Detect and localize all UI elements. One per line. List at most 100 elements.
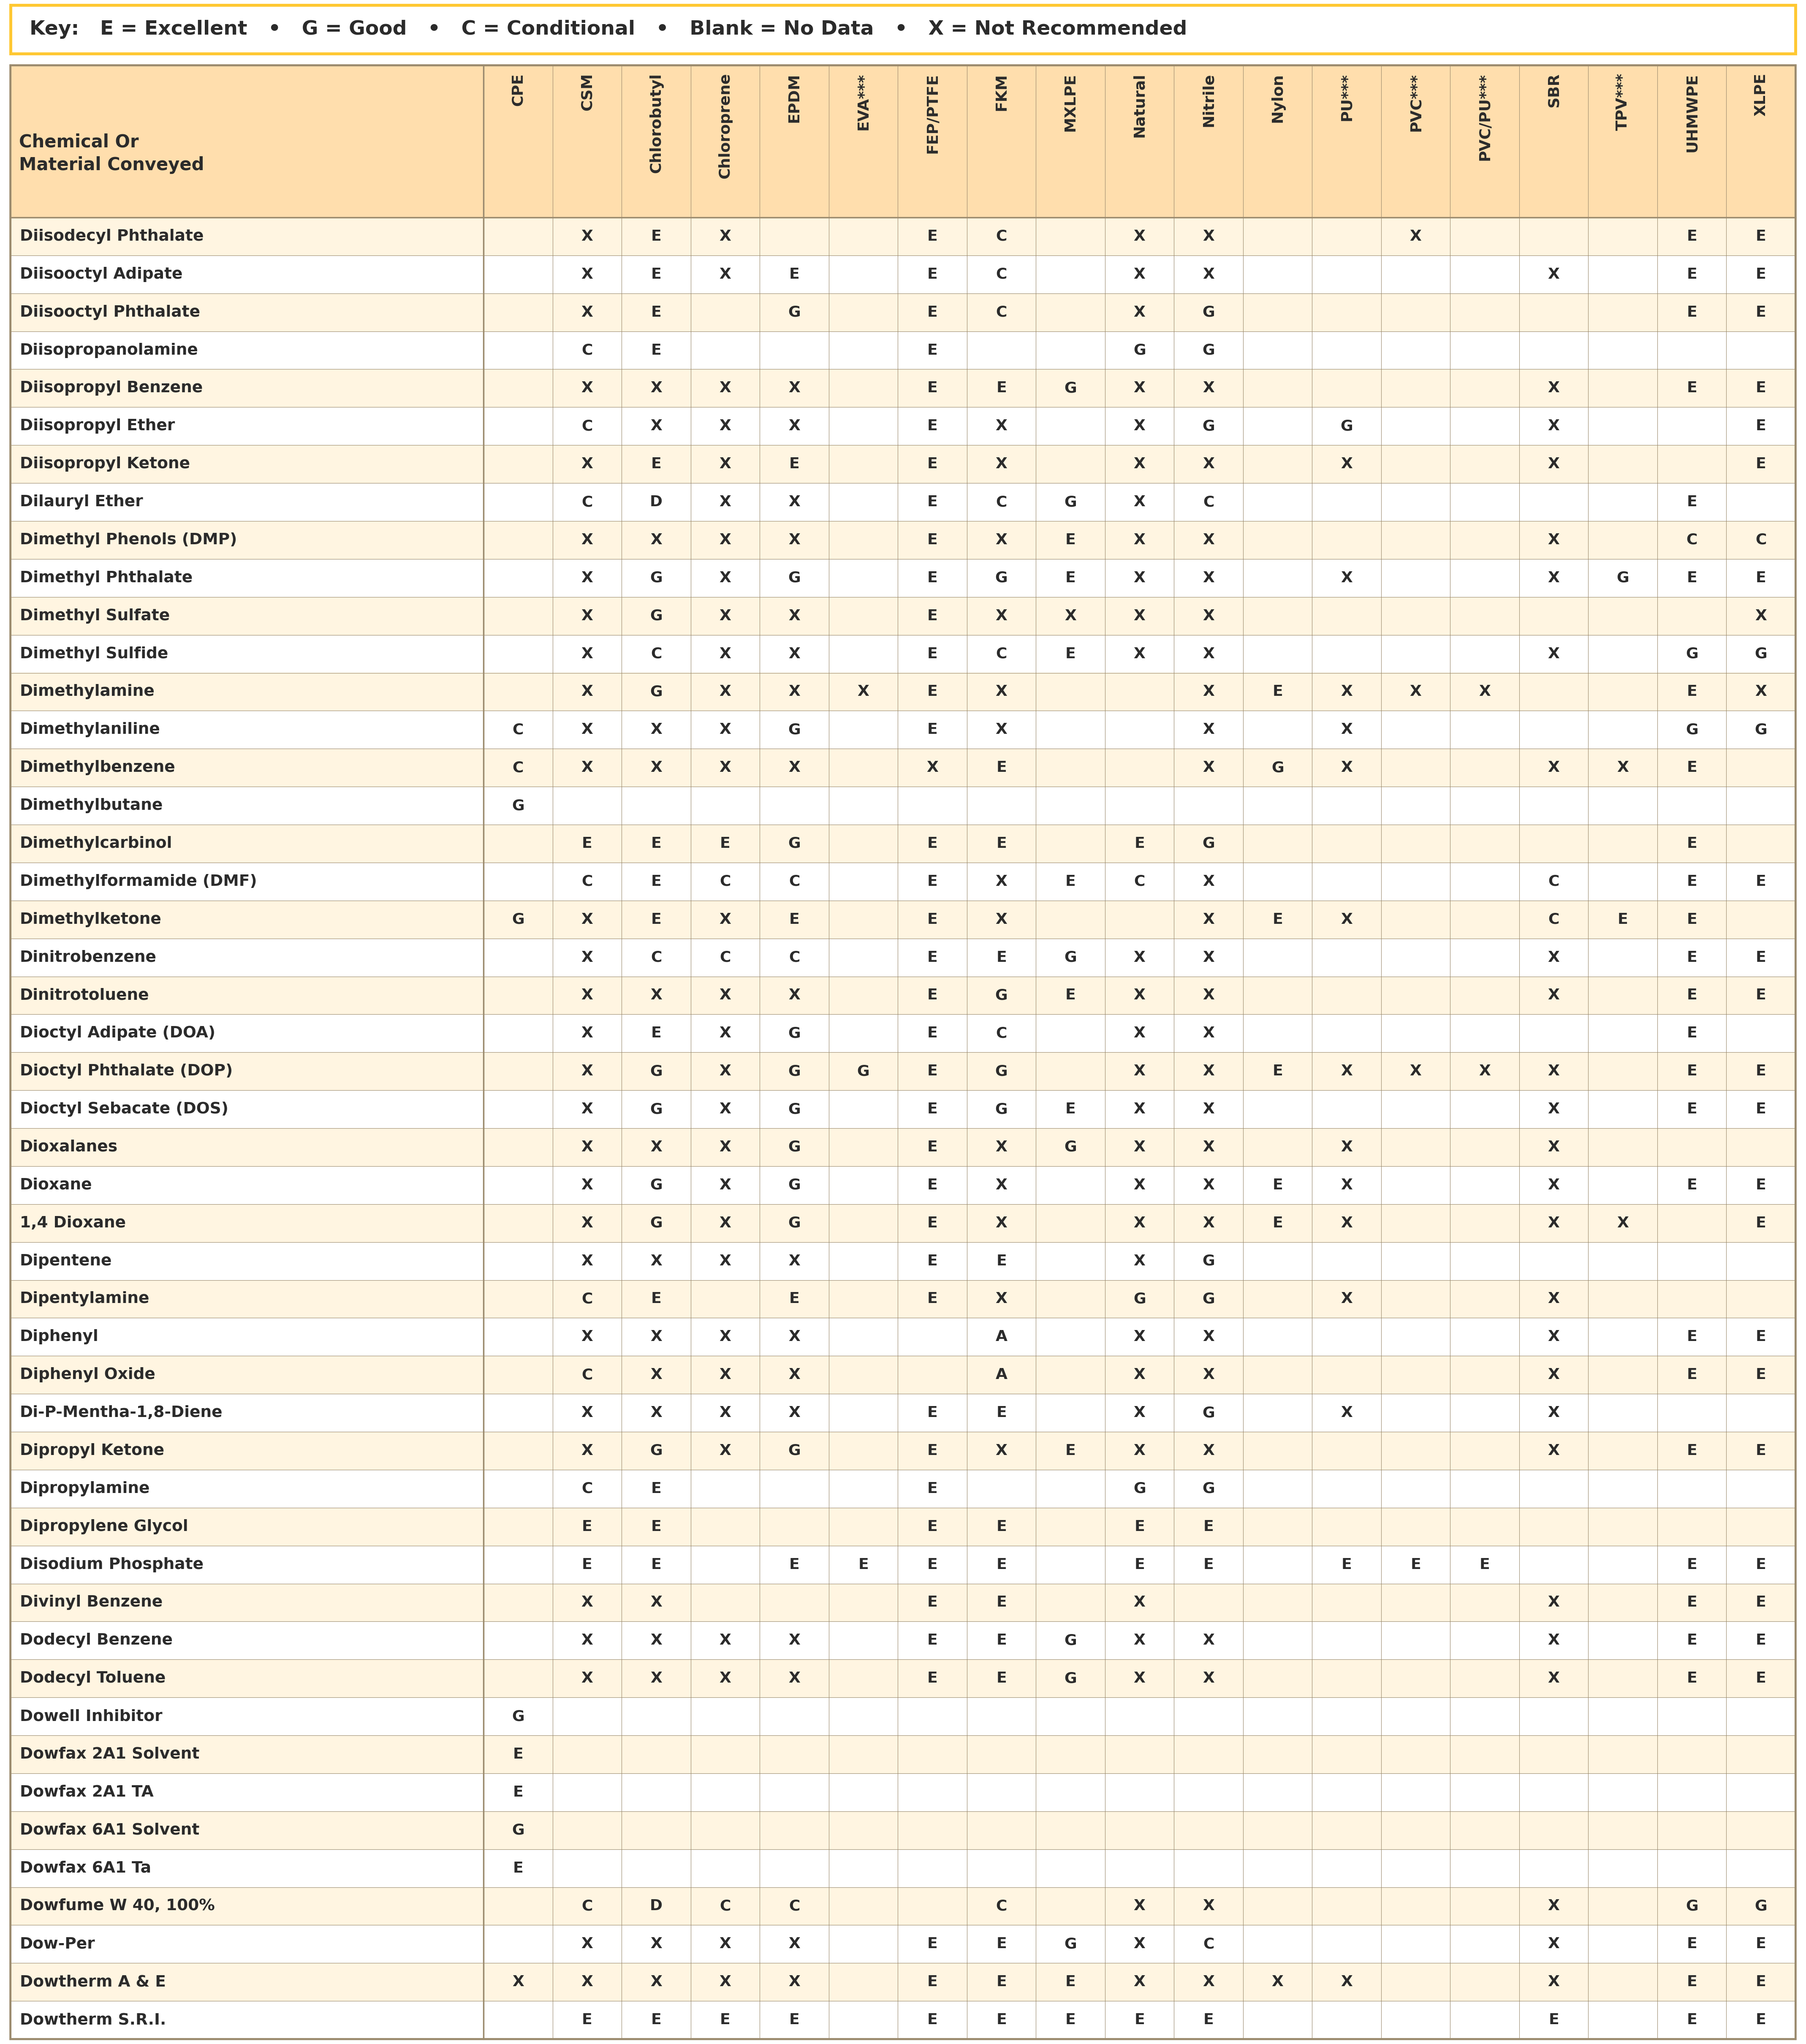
Text: X: X (582, 1141, 592, 1155)
Text: EPDM: EPDM (787, 74, 802, 123)
Text: E: E (926, 685, 937, 699)
Text: C: C (719, 1899, 731, 1913)
Text: C: C (582, 1367, 592, 1382)
Text: X: X (719, 1406, 731, 1421)
Text: E: E (1755, 1102, 1766, 1116)
Text: Dipropyl Ketone: Dipropyl Ketone (20, 1443, 164, 1457)
Text: D: D (650, 495, 663, 509)
Text: E: E (1687, 570, 1698, 585)
Text: E: E (997, 836, 1006, 850)
Text: E: E (650, 229, 661, 243)
Text: X: X (719, 1938, 731, 1952)
Bar (11, 1280, 1795, 1318)
Text: E: E (926, 1596, 937, 1611)
Text: X: X (1616, 1216, 1629, 1230)
Text: X: X (1134, 570, 1145, 585)
Text: E: E (1755, 1596, 1766, 1611)
Bar (11, 482, 1795, 521)
Text: X: X (582, 1026, 592, 1040)
Text: X: X (1203, 1102, 1214, 1116)
Text: X: X (789, 685, 800, 699)
Text: C: C (995, 305, 1008, 319)
Text: E: E (1134, 2013, 1145, 2028)
Bar (11, 1355, 1795, 1394)
Text: X: X (582, 1443, 592, 1457)
Text: X: X (582, 305, 592, 319)
Text: C: C (582, 495, 592, 509)
Bar (11, 331, 1795, 370)
Text: X: X (1203, 268, 1214, 282)
Text: X: X (1203, 1975, 1214, 1989)
Text: E: E (1687, 836, 1698, 850)
Text: X: X (719, 533, 731, 548)
Text: E: E (650, 458, 661, 472)
Text: X: X (650, 760, 663, 775)
Text: E: E (858, 1558, 869, 1572)
Text: Dimethyl Sulfide: Dimethyl Sulfide (20, 646, 168, 662)
Text: E: E (650, 2013, 661, 2028)
Text: X: X (650, 1331, 663, 1345)
Text: E: E (926, 724, 937, 738)
Text: E: E (1687, 1331, 1698, 1345)
Text: X: X (1203, 533, 1214, 548)
Text: G: G (511, 912, 524, 926)
Text: X: X (1548, 570, 1560, 585)
Text: E: E (1687, 987, 1698, 1002)
Text: C: C (1203, 495, 1214, 509)
Text: X: X (582, 229, 592, 243)
Text: X: X (1134, 419, 1145, 433)
Text: E: E (1066, 570, 1076, 585)
Text: Nitrile: Nitrile (1201, 74, 1215, 127)
Text: E: E (926, 1633, 937, 1647)
Text: C: C (1548, 875, 1559, 889)
Text: E: E (1066, 1102, 1076, 1116)
Text: X: X (1134, 533, 1145, 548)
Bar (11, 65, 1795, 217)
Text: C: C (995, 646, 1008, 660)
Text: E: E (1755, 419, 1766, 433)
Text: C: C (995, 229, 1008, 243)
Text: C: C (995, 495, 1008, 509)
Text: X: X (789, 380, 800, 394)
Text: X: X (582, 912, 592, 926)
Text: E: E (1410, 1558, 1421, 1572)
Text: X: X (582, 1672, 592, 1686)
Text: E: E (926, 268, 937, 282)
Text: Dilauryl Ether: Dilauryl Ether (20, 495, 143, 509)
Text: G: G (1685, 646, 1698, 660)
Text: X: X (582, 950, 592, 965)
Text: X: X (789, 1938, 800, 1952)
Text: X: X (1340, 685, 1353, 699)
Bar (11, 597, 1795, 636)
Text: E: E (1273, 1177, 1282, 1192)
Text: E: E (926, 419, 937, 433)
Text: C: C (582, 1482, 592, 1496)
Bar (11, 370, 1795, 407)
Text: G: G (650, 1065, 663, 1079)
Text: X: X (1134, 380, 1145, 394)
Text: C: C (582, 1292, 592, 1306)
Text: E: E (997, 950, 1006, 965)
Text: E: E (926, 343, 937, 358)
Text: Disodium Phosphate: Disodium Phosphate (20, 1558, 204, 1572)
Text: C: C (582, 1899, 592, 1913)
Text: G: G (787, 570, 800, 585)
Text: Dipentene: Dipentene (20, 1253, 112, 1269)
Text: X: X (719, 1102, 731, 1116)
Text: X: X (1548, 987, 1560, 1002)
Text: G: G (650, 1177, 663, 1192)
Text: Dowtherm A & E: Dowtherm A & E (20, 1975, 166, 1989)
Text: E: E (650, 1292, 661, 1306)
Text: Dioxane: Dioxane (20, 1177, 92, 1194)
Text: X: X (719, 685, 731, 699)
Text: X: X (582, 724, 592, 738)
Bar (11, 711, 1795, 748)
Text: X: X (1134, 1899, 1145, 1913)
Text: E: E (926, 570, 937, 585)
Text: X: X (995, 875, 1008, 889)
Text: E: E (1687, 875, 1698, 889)
Text: Dimethylbutane: Dimethylbutane (20, 797, 163, 814)
Text: X: X (1340, 458, 1353, 472)
Bar (11, 1584, 1795, 1621)
Text: E: E (1134, 1519, 1145, 1533)
